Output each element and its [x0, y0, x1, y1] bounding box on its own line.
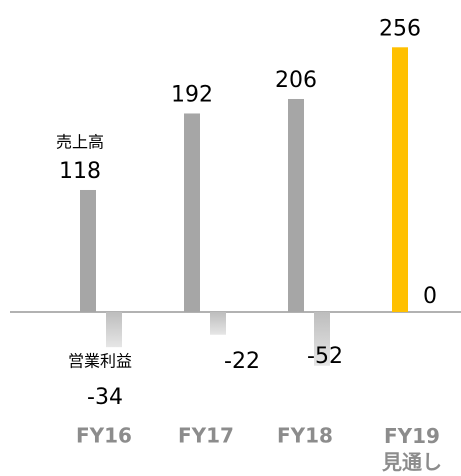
bar	[106, 312, 122, 348]
x-tick-label: FY16	[76, 424, 132, 448]
x-tick-label: FY17	[178, 424, 234, 448]
value-label: 192	[171, 82, 213, 107]
value-label: 206	[275, 68, 317, 93]
value-label: 0	[423, 284, 437, 309]
value-label: 118	[59, 159, 101, 184]
bar	[392, 47, 408, 313]
value-label: 256	[379, 16, 421, 41]
value-label: -52	[307, 344, 343, 369]
bar	[184, 113, 200, 312]
series-label: 売上高	[56, 132, 104, 151]
bar	[288, 98, 304, 312]
series-label: 営業利益	[68, 352, 132, 371]
bar	[314, 312, 330, 366]
bar	[80, 189, 96, 312]
value-label: -34	[87, 385, 123, 410]
x-tick-label: FY18	[277, 424, 333, 448]
x-tick-label: FY19 見通し	[382, 424, 442, 474]
value-label: -22	[224, 349, 260, 374]
bar	[210, 312, 226, 335]
